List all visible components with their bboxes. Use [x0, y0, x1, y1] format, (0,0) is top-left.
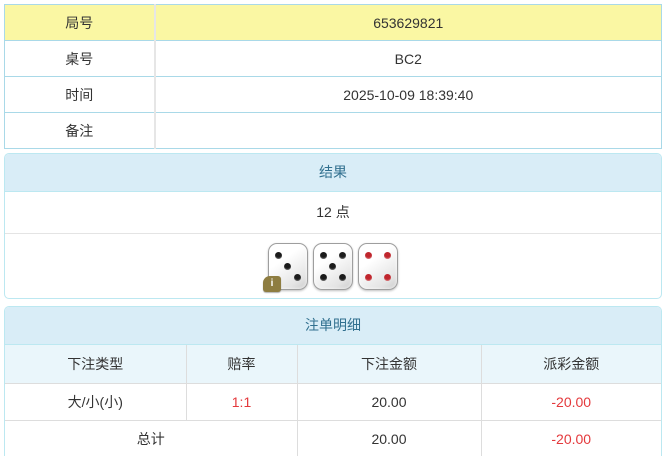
die-2	[313, 242, 353, 290]
die-pip	[293, 273, 301, 281]
die-1: i	[263, 242, 308, 292]
die-cell	[364, 272, 373, 283]
bet-type-value: 大/小(小)	[5, 383, 187, 421]
remark-value	[154, 112, 662, 149]
die-cell	[293, 250, 302, 261]
die-cell	[293, 261, 302, 272]
col-header-bet-amount: 下注金额	[297, 345, 482, 384]
bet-details-panel: 注单明细 下注类型 赔率 下注金额 派彩金额 大/小(小) 1:1 20.00 …	[4, 306, 662, 456]
total-bet-amount: 20.00	[297, 420, 482, 456]
die-pip	[338, 251, 346, 259]
table-number-label: 桌号	[4, 40, 156, 77]
die-cell	[274, 250, 283, 261]
bet-odds-value: 1:1	[186, 383, 298, 421]
die-cell	[373, 261, 382, 272]
result-points: 12 点	[5, 192, 661, 234]
total-row: 总计 20.00 -20.00	[5, 420, 661, 456]
die-cell	[283, 261, 292, 272]
bet-details-table: 下注类型 赔率 下注金额 派彩金额 大/小(小) 1:1 20.00 -20.0…	[5, 345, 661, 456]
col-header-payout-amount: 派彩金额	[481, 345, 661, 384]
info-row-remark: 备注	[4, 112, 662, 149]
die-pip	[320, 273, 328, 281]
die-cell	[328, 250, 337, 261]
remark-label: 备注	[4, 112, 156, 149]
die-cell	[373, 250, 382, 261]
die-cell	[373, 272, 382, 283]
die-cell	[338, 250, 347, 261]
col-header-bet-type: 下注类型	[5, 345, 187, 384]
result-panel: 结果 12 点 i	[4, 153, 662, 299]
die-cell	[283, 272, 292, 283]
die-cell	[364, 250, 373, 261]
bet-amount-value: 20.00	[297, 383, 482, 421]
die-cell	[274, 261, 283, 272]
bet-row: 大/小(小) 1:1 20.00 -20.00	[5, 383, 661, 421]
die-cell	[383, 250, 392, 261]
round-number-label: 局号	[4, 4, 156, 41]
dice-row: i	[5, 234, 661, 298]
info-row-table: 桌号 BC2	[4, 40, 662, 77]
die-cell	[338, 261, 347, 272]
die-pip	[329, 262, 337, 270]
total-payout-amount: -20.00	[481, 420, 661, 456]
time-label: 时间	[4, 76, 156, 113]
die-cell	[328, 272, 337, 283]
die-cell	[338, 272, 347, 283]
die-cell	[319, 272, 328, 283]
die-pip	[365, 273, 373, 281]
die-cell	[293, 272, 302, 283]
col-header-odds: 赔率	[186, 345, 298, 384]
bet-details-title: 注单明细	[5, 307, 661, 345]
die-cell	[383, 261, 392, 272]
result-panel-title: 结果	[5, 154, 661, 192]
die-pip	[383, 273, 391, 281]
time-value: 2025-10-09 18:39:40	[154, 76, 662, 113]
die-cell	[328, 261, 337, 272]
die-cell	[319, 261, 328, 272]
game-info-table: 局号 653629821 桌号 BC2 时间 2025-10-09 18:39:…	[4, 4, 662, 149]
bet-payout-value: -20.00	[481, 383, 661, 421]
info-row-time: 时间 2025-10-09 18:39:40	[4, 76, 662, 113]
info-row-round: 局号 653629821	[4, 4, 662, 41]
bet-header-row: 下注类型 赔率 下注金额 派彩金额	[5, 345, 661, 384]
die-pip	[383, 251, 391, 259]
die-pip	[284, 262, 292, 270]
die-cell	[283, 250, 292, 261]
die-pip	[320, 251, 328, 259]
die-3	[358, 242, 398, 290]
die-cell	[364, 261, 373, 272]
table-number-value: BC2	[154, 40, 662, 77]
die-pip	[338, 273, 346, 281]
die-cell	[383, 272, 392, 283]
die-cell	[319, 250, 328, 261]
die-pip	[365, 251, 373, 259]
info-badge-icon[interactable]: i	[263, 275, 281, 292]
total-label: 总计	[5, 420, 298, 456]
die-pip	[275, 251, 283, 259]
round-number-value: 653629821	[154, 4, 662, 41]
